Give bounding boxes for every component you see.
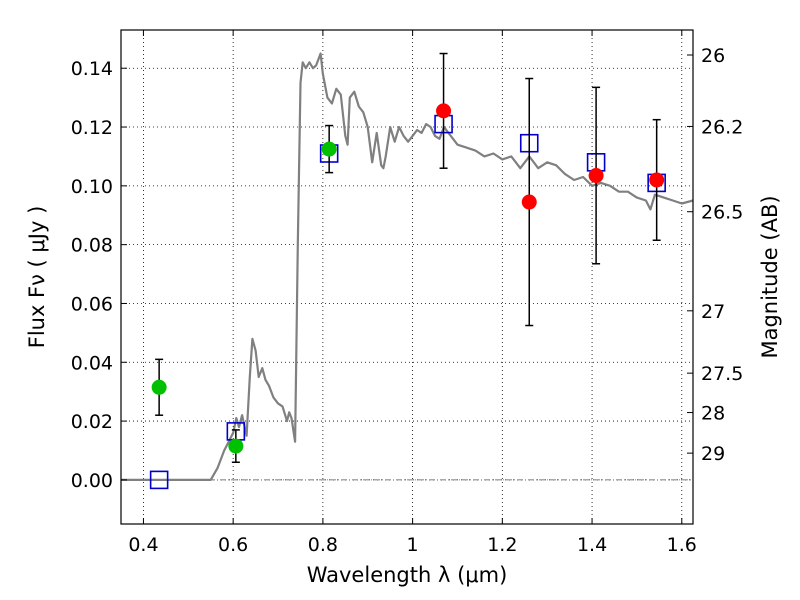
x-tick-label: 1.2: [487, 534, 517, 556]
magnitude-tick-label: 29: [701, 443, 725, 465]
magnitude-tick-label: 26.5: [701, 202, 743, 224]
magnitude-tick-label: 26.2: [701, 116, 743, 138]
photometry-data-point: [521, 194, 537, 210]
y-tick-label: 0.14: [71, 58, 113, 80]
magnitude-tick-label: 28: [701, 403, 725, 425]
photometry-data-point: [228, 438, 244, 454]
model-sed-line: [121, 52, 694, 481]
axes: 0.4 0.6 0.8 1 1.2 1.4 1.6 0.00 0.02 0.04 0.06 0.08 0…: [71, 30, 743, 556]
x-axis-label: Wavelength λ (μm): [307, 563, 508, 587]
x-tick-label: 1.4: [577, 534, 607, 556]
magnitude-tick-label: 27.5: [701, 363, 743, 385]
grid-lines: [121, 30, 693, 524]
right-axis-label: Magnitude (AB): [758, 195, 782, 358]
x-tick-label: 1.6: [667, 534, 697, 556]
magnitude-tick-label: 27: [701, 301, 725, 323]
y-tick-label: 0.04: [71, 352, 113, 374]
y-tick-label: 0.10: [71, 176, 113, 198]
y-tick-label: 0.02: [71, 411, 113, 433]
photometry-data-point: [588, 168, 604, 184]
x-tick-label: 0.6: [218, 534, 248, 556]
photometry-data-point: [649, 172, 665, 188]
plot-frame: [120, 29, 694, 525]
y-tick-label: 0.00: [71, 470, 113, 492]
plot-series: [121, 52, 694, 490]
photometry-data-point: [321, 141, 337, 157]
y-tick-label: 0.08: [71, 235, 113, 257]
magnitude-tick-label: 26: [701, 45, 725, 67]
y-axis-label: Flux Fν ( μJy ): [25, 206, 49, 349]
x-tick-label: 0.4: [128, 534, 158, 556]
photometry-data-point: [151, 379, 167, 395]
x-tick-label: 0.8: [308, 534, 338, 556]
y-tick-label: 0.06: [71, 293, 113, 315]
x-tick-label: 1: [407, 534, 419, 556]
photometry-data-point: [436, 103, 452, 119]
y-tick-label: 0.12: [71, 117, 113, 139]
model-photometry-square: [149, 470, 169, 490]
